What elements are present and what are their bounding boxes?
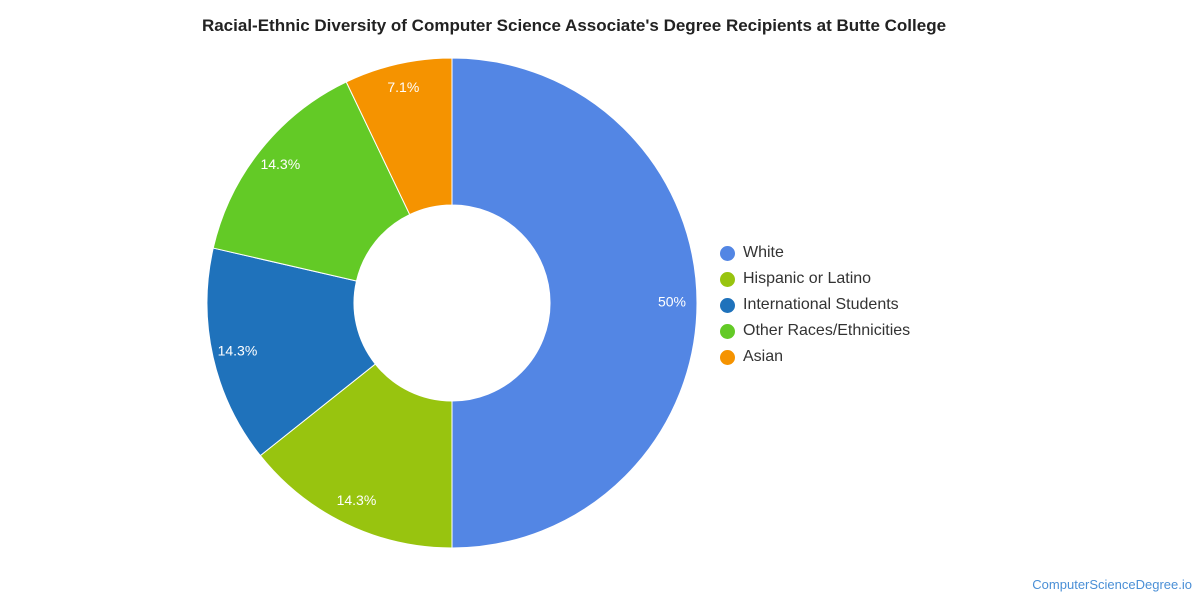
pie-slice-other-races-ethnicities	[212, 81, 411, 282]
slice-data-label: 14.3%	[337, 492, 377, 508]
legend-label: International Students	[743, 296, 899, 313]
legend-label: Other Races/Ethnicities	[743, 322, 911, 339]
pie-slice-asian	[345, 57, 453, 216]
legend-item[interactable]: Other Races/Ethnicities	[720, 318, 910, 344]
legend-item[interactable]: Asian	[720, 344, 910, 370]
pie-slice-hispanic-or-latino	[259, 363, 453, 549]
chart-title: Racial-Ethnic Diversity of Computer Scie…	[201, 16, 947, 35]
legend-item[interactable]: Hispanic or Latino	[720, 266, 910, 292]
legend-label: Hispanic or Latino	[743, 270, 872, 287]
legend-swatch	[720, 245, 735, 261]
slice-data-label: 14.3%	[218, 342, 258, 358]
legend-swatch	[720, 297, 735, 313]
legend-item[interactable]: White	[720, 240, 910, 266]
pie-slice-white	[451, 57, 698, 549]
slice-data-label: 14.3%	[260, 156, 300, 172]
slice-data-label: 7.1%	[387, 79, 419, 95]
legend-label: White	[743, 244, 784, 261]
legend-swatch	[720, 271, 735, 287]
pie-slice-international-students	[206, 247, 377, 457]
site-credit-link[interactable]: ComputerScienceDegree.io	[1032, 577, 1192, 592]
legend-label: Asian	[743, 348, 784, 365]
slice-data-label: 50%	[658, 294, 686, 310]
chart-legend: White Hispanic or Latino International Stu…	[720, 240, 910, 370]
legend-item[interactable]: International Students	[720, 292, 910, 318]
legend-swatch	[720, 323, 735, 339]
legend-swatch	[720, 349, 735, 365]
